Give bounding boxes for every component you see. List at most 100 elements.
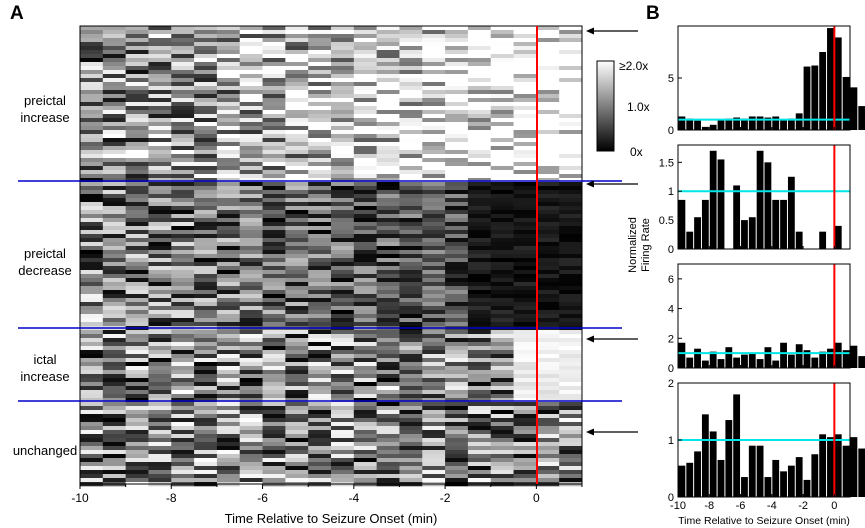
- histogram-bar: [748, 445, 756, 497]
- heatmap-cell: [285, 450, 309, 455]
- heatmap-cell: [194, 458, 218, 463]
- heatmap-cell: [536, 150, 560, 155]
- heatmap-cell: [559, 150, 583, 155]
- heatmap-cell: [216, 378, 241, 383]
- heatmap-cell: [353, 414, 378, 419]
- heatmap-cell: [490, 126, 514, 131]
- heatmap-cell: [239, 398, 263, 403]
- heatmap-cell: [399, 374, 423, 379]
- heatmap-cell: [399, 366, 423, 371]
- heatmap-cell: [285, 206, 309, 211]
- heatmap-cell: [239, 150, 263, 155]
- heatmap-cell: [490, 310, 514, 315]
- heatmap-cell: [239, 298, 263, 303]
- heatmap-cell: [308, 90, 332, 95]
- heatmap-cell: [171, 278, 195, 283]
- heatmap-cell: [467, 350, 492, 355]
- heatmap-cell: [467, 402, 492, 407]
- heatmap-cell: [80, 434, 104, 439]
- heatmap-cell: [399, 54, 423, 59]
- heatmap-cell: [194, 410, 218, 415]
- heatmap-cell: [331, 234, 355, 239]
- heatmap-cell: [80, 158, 104, 163]
- heatmap-cell: [102, 290, 127, 295]
- heatmap-cell: [422, 454, 446, 459]
- heatmap-cell: [376, 282, 400, 287]
- heatmap-cell: [353, 330, 378, 335]
- heatmap-cell: [399, 146, 423, 151]
- heatmap-cell: [376, 210, 400, 215]
- heatmap-cell: [148, 398, 172, 403]
- heatmap-cell: [490, 398, 514, 403]
- heatmap-cell: [194, 354, 218, 359]
- heatmap-cell: [80, 182, 104, 187]
- heatmap-cell: [194, 362, 218, 367]
- heatmap-cell: [148, 314, 172, 319]
- heatmap-cell: [513, 270, 537, 275]
- histogram-bar: [733, 117, 741, 130]
- heatmap-cell: [467, 290, 492, 295]
- heatmap-cell: [536, 94, 560, 99]
- heatmap-cell: [194, 206, 218, 211]
- heatmap-cell: [422, 198, 446, 203]
- heatmap-cell: [216, 162, 241, 167]
- heatmap-cell: [422, 250, 446, 255]
- heatmap-cell: [102, 270, 127, 275]
- heatmap-cell: [308, 430, 332, 435]
- histogram-bar: [764, 117, 772, 130]
- heatmap-cell: [216, 278, 241, 283]
- heatmap-cell: [194, 286, 218, 291]
- heatmap-cell: [467, 462, 492, 467]
- heatmap-cell: [467, 94, 492, 99]
- heatmap-cell: [536, 38, 560, 43]
- heatmap-cell: [467, 58, 492, 63]
- heatmap-cell: [171, 354, 195, 359]
- heatmap-cell: [445, 474, 469, 479]
- heatmap-cell: [490, 162, 514, 167]
- heatmap-cell: [148, 154, 172, 159]
- heatmap-cell: [559, 102, 583, 107]
- heatmap-cell: [490, 434, 514, 439]
- heatmap-cell: [490, 58, 514, 63]
- heatmap-cell: [148, 186, 172, 191]
- histogram-bar: [678, 342, 686, 368]
- heatmap-cell: [285, 170, 309, 175]
- heatmap-cell: [422, 246, 446, 251]
- heatmap-cell: [445, 46, 469, 51]
- heatmap-cell: [445, 142, 469, 147]
- heatmap-cell: [445, 54, 469, 59]
- heatmap-cell: [125, 26, 149, 31]
- heatmap-cell: [262, 422, 286, 427]
- heatmap-cell: [216, 270, 241, 275]
- heatmap-cell: [308, 26, 332, 31]
- histogram-bar: [686, 462, 694, 497]
- example-arrow-3: [586, 335, 638, 343]
- heatmap-cell: [125, 226, 149, 231]
- heatmap-cell: [148, 170, 172, 175]
- heatmap-cell: [308, 70, 332, 75]
- histogram-x-tick-label: -4: [767, 500, 777, 512]
- heatmap-cell: [308, 122, 332, 127]
- heatmap-cell: [285, 98, 309, 103]
- heatmap-cell: [285, 254, 309, 259]
- heatmap-cell: [239, 350, 263, 355]
- heatmap-cell: [559, 330, 583, 335]
- heatmap-cell: [536, 330, 560, 335]
- heatmap-cell: [171, 322, 195, 327]
- heatmap-cell: [513, 370, 537, 375]
- heatmap-cell: [285, 186, 309, 191]
- heatmap-cell: [171, 414, 195, 419]
- heatmap-cell: [422, 286, 446, 291]
- heatmap-cell: [148, 282, 172, 287]
- heatmap-cell: [536, 346, 560, 351]
- histogram-bar: [709, 431, 717, 497]
- heatmap-cell: [513, 222, 537, 227]
- heatmap-cell: [559, 310, 583, 315]
- histogram-bar: [701, 199, 709, 249]
- heatmap-cell: [353, 130, 378, 135]
- group-label-unchanged: unchanged: [13, 443, 77, 458]
- heatmap-cell: [559, 422, 583, 427]
- heatmap-cell: [216, 110, 241, 115]
- heatmap-cell: [422, 182, 446, 187]
- heatmap-cell: [445, 86, 469, 91]
